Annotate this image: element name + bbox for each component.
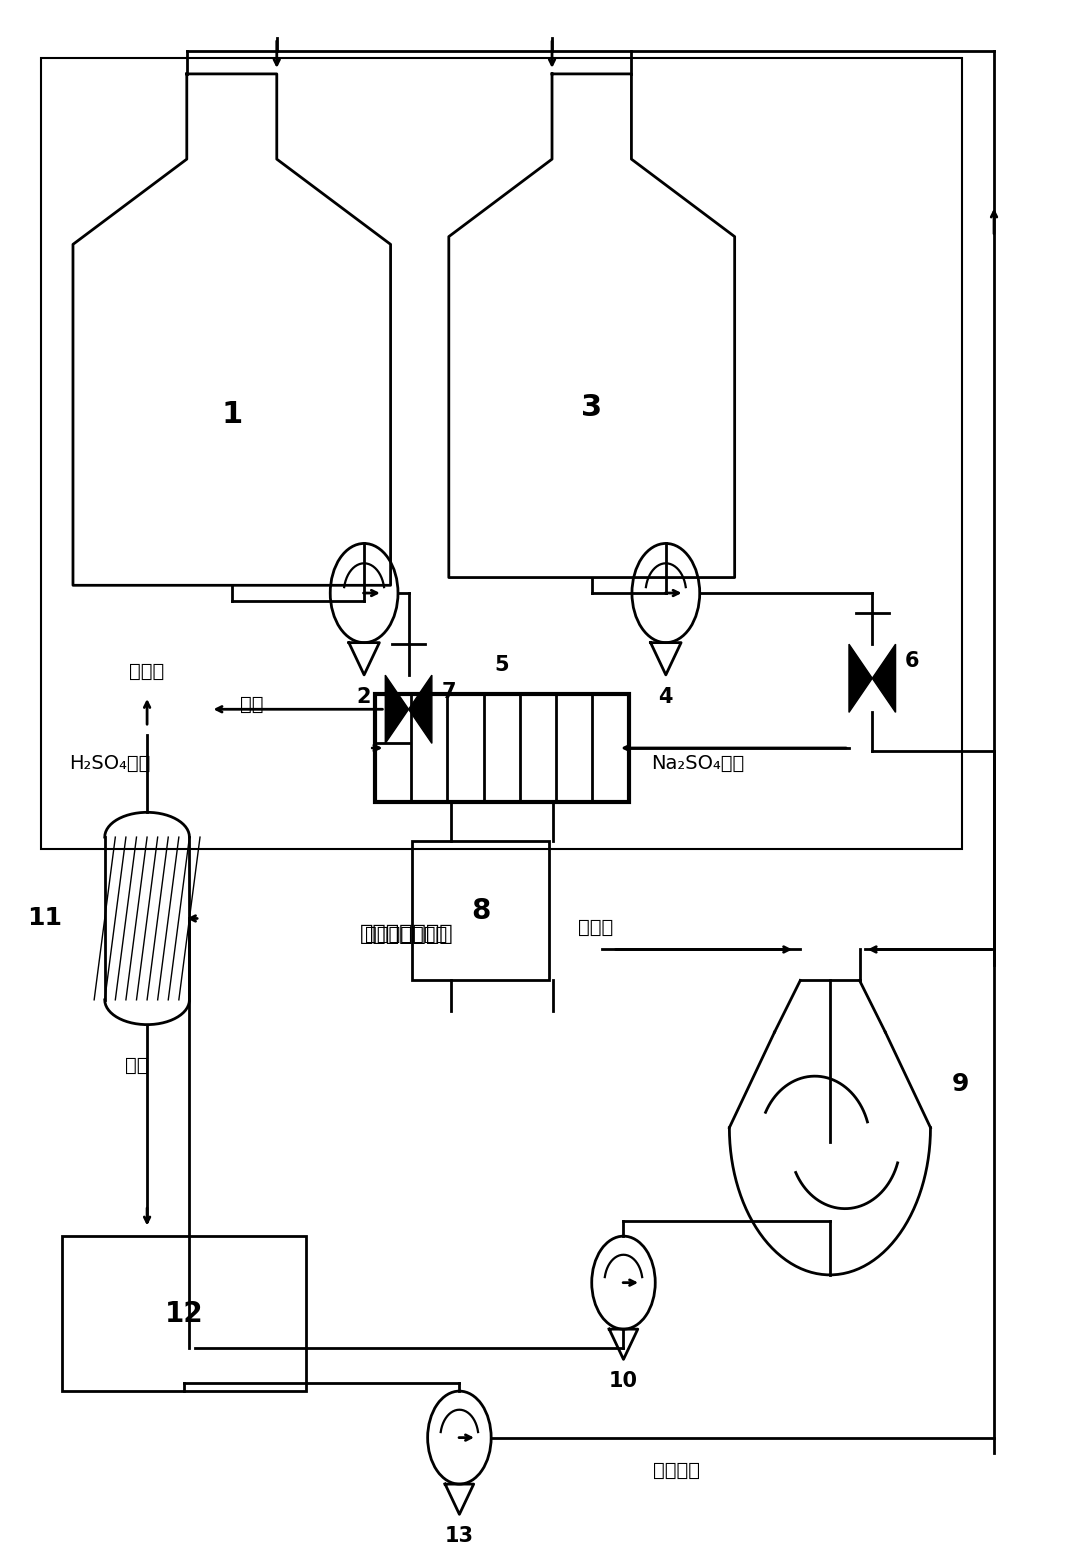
Text: 滤液: 滤液 xyxy=(125,1056,148,1075)
Text: 1: 1 xyxy=(221,400,242,430)
Text: 产物过滤、洗涤: 产物过滤、洗涤 xyxy=(365,924,447,944)
Text: 9: 9 xyxy=(952,1072,969,1095)
Text: 磷石膏: 磷石膏 xyxy=(577,918,612,936)
Text: 硫酸: 硫酸 xyxy=(240,695,264,714)
Polygon shape xyxy=(849,643,873,712)
Text: 滤液回用: 滤液回用 xyxy=(653,1461,700,1480)
Text: 5: 5 xyxy=(494,656,509,675)
Text: H₂SO₄循环: H₂SO₄循环 xyxy=(69,754,150,773)
Polygon shape xyxy=(409,675,432,743)
Polygon shape xyxy=(385,675,409,743)
Bar xyxy=(412,841,550,980)
Text: 产物过滤、洗涤: 产物过滤、洗涤 xyxy=(360,924,453,944)
Text: Na₂SO₄循环: Na₂SO₄循环 xyxy=(651,754,744,773)
Bar xyxy=(375,693,628,802)
Text: 4: 4 xyxy=(658,687,673,707)
Polygon shape xyxy=(873,643,895,712)
Text: 8: 8 xyxy=(471,897,490,925)
Text: 13: 13 xyxy=(445,1525,474,1546)
Text: 10: 10 xyxy=(609,1371,638,1391)
Text: 2: 2 xyxy=(356,687,371,707)
Text: 7: 7 xyxy=(441,682,456,703)
Text: 熟石灰: 熟石灰 xyxy=(129,662,164,681)
Text: 6: 6 xyxy=(905,651,920,671)
Bar xyxy=(62,1235,306,1391)
Bar xyxy=(42,58,962,849)
Text: 3: 3 xyxy=(582,393,602,422)
Text: 12: 12 xyxy=(164,1299,204,1327)
Text: 11: 11 xyxy=(28,907,62,930)
